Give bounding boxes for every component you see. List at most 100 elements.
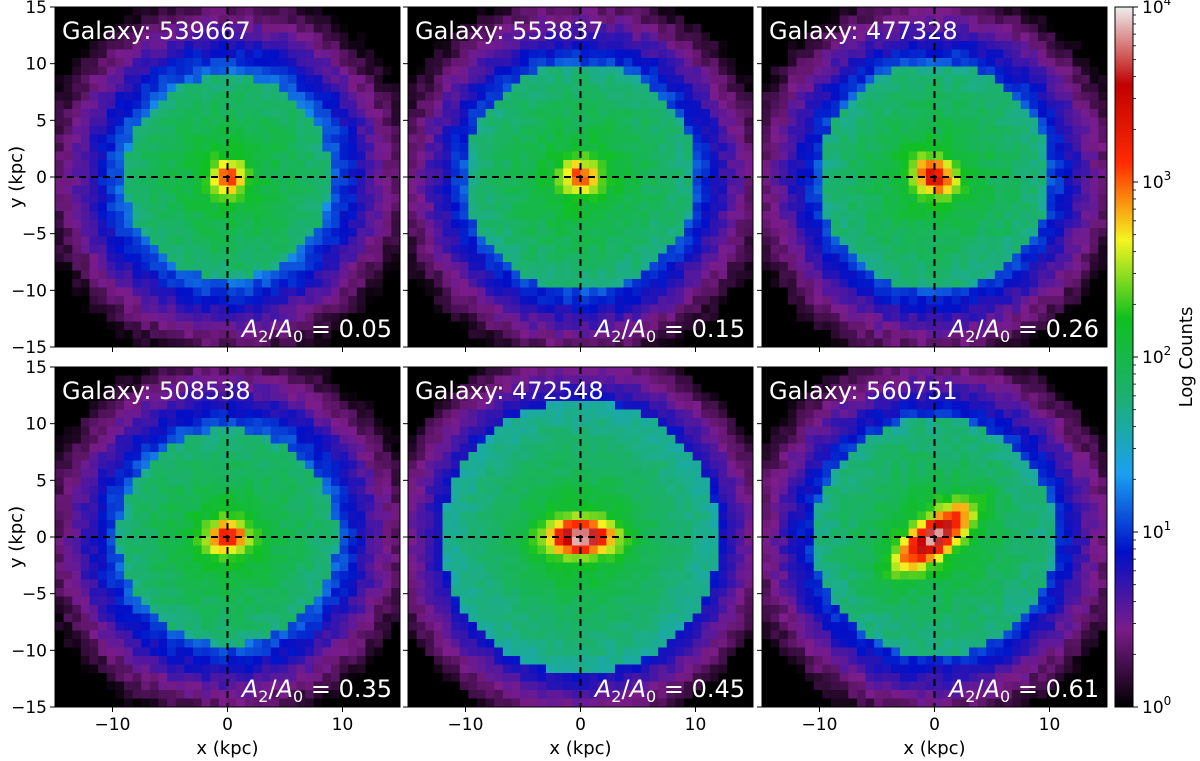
density-cell (744, 134, 753, 144)
density-cell (528, 160, 538, 170)
density-cell (1038, 126, 1048, 136)
density-cell (442, 177, 452, 187)
density-cell (874, 219, 884, 229)
density-cell (571, 126, 582, 136)
density-cell (805, 321, 815, 331)
density-cell (779, 92, 789, 102)
density-cell (563, 32, 573, 42)
density-cell (262, 168, 272, 178)
density-cell (865, 313, 875, 323)
density-cell (1012, 143, 1022, 153)
density-cell (425, 75, 435, 85)
density-cell (1038, 185, 1048, 195)
density-cell (580, 15, 590, 25)
density-cell (934, 279, 944, 289)
density-cell (270, 287, 280, 297)
density-cell (339, 330, 349, 340)
density-cell (55, 24, 65, 34)
density-cell (632, 338, 642, 347)
density-cell (727, 194, 737, 204)
density-cell (391, 262, 400, 272)
density-cell (1089, 117, 1099, 127)
density-cell (727, 338, 737, 347)
density-cell (770, 66, 780, 76)
density-cell (969, 83, 979, 93)
density-cell (382, 219, 392, 229)
density-cell (960, 279, 970, 289)
density-cell (149, 83, 160, 93)
density-cell (623, 330, 633, 340)
density-cell (787, 7, 798, 17)
density-cell (727, 185, 737, 195)
density-cell (356, 160, 367, 170)
density-cell (184, 15, 194, 25)
density-cell (856, 338, 867, 347)
density-cell (433, 296, 444, 306)
density-cell (762, 83, 772, 93)
density-cell (305, 262, 315, 272)
density-cell (606, 15, 616, 25)
density-cell (287, 194, 298, 204)
density-cell (408, 245, 418, 255)
density-cell (184, 279, 194, 289)
density-cell (158, 168, 168, 178)
density-cell (348, 367, 358, 377)
density-cell (770, 168, 780, 178)
density-cell (98, 168, 108, 178)
density-cell (986, 185, 996, 195)
density-cell (55, 279, 65, 289)
density-cell (305, 375, 315, 385)
density-cell (210, 66, 220, 76)
density-cell (1089, 126, 1099, 136)
density-cell (709, 321, 720, 331)
density-cell (580, 117, 590, 127)
density-cell (546, 58, 556, 68)
density-cell (623, 7, 633, 17)
density-cell (813, 279, 823, 289)
density-cell (839, 296, 849, 306)
density-cell (822, 117, 832, 127)
density-cell (874, 253, 884, 263)
density-cell (374, 375, 384, 385)
density-cell (253, 134, 263, 144)
density-cell (391, 253, 400, 263)
density-cell (296, 117, 306, 127)
density-cell (770, 253, 780, 263)
density-cell (1089, 151, 1099, 161)
density-cell (149, 32, 160, 42)
density-cell (649, 338, 659, 347)
density-cell (554, 185, 564, 195)
density-cell (1072, 66, 1082, 76)
density-cell (787, 245, 798, 255)
density-cell (891, 245, 901, 255)
density-cell (218, 211, 229, 221)
density-cell (193, 109, 203, 119)
density-cell (485, 83, 495, 93)
density-cell (459, 228, 469, 238)
density-cell (201, 211, 211, 221)
density-cell (744, 109, 753, 119)
density-cell (632, 262, 642, 272)
density-cell (356, 49, 367, 59)
density-cell (969, 41, 979, 51)
density-cell (675, 49, 685, 59)
density-cell (305, 313, 315, 323)
density-cell (580, 177, 590, 187)
density-cell (149, 384, 160, 394)
density-cell (770, 126, 780, 136)
density-cell (701, 304, 711, 314)
density-cell (115, 194, 125, 204)
density-cell (442, 41, 452, 51)
density-cell (848, 228, 858, 238)
density-cell (770, 177, 780, 187)
density-cell (813, 287, 823, 297)
density-cell (305, 83, 315, 93)
density-cell (986, 83, 996, 93)
density-cell (727, 58, 737, 68)
density-cell (528, 66, 538, 76)
density-cell (951, 270, 961, 280)
density-cell (175, 49, 185, 59)
density-cell (72, 151, 82, 161)
density-cell (408, 92, 418, 102)
density-cell (1012, 160, 1022, 170)
